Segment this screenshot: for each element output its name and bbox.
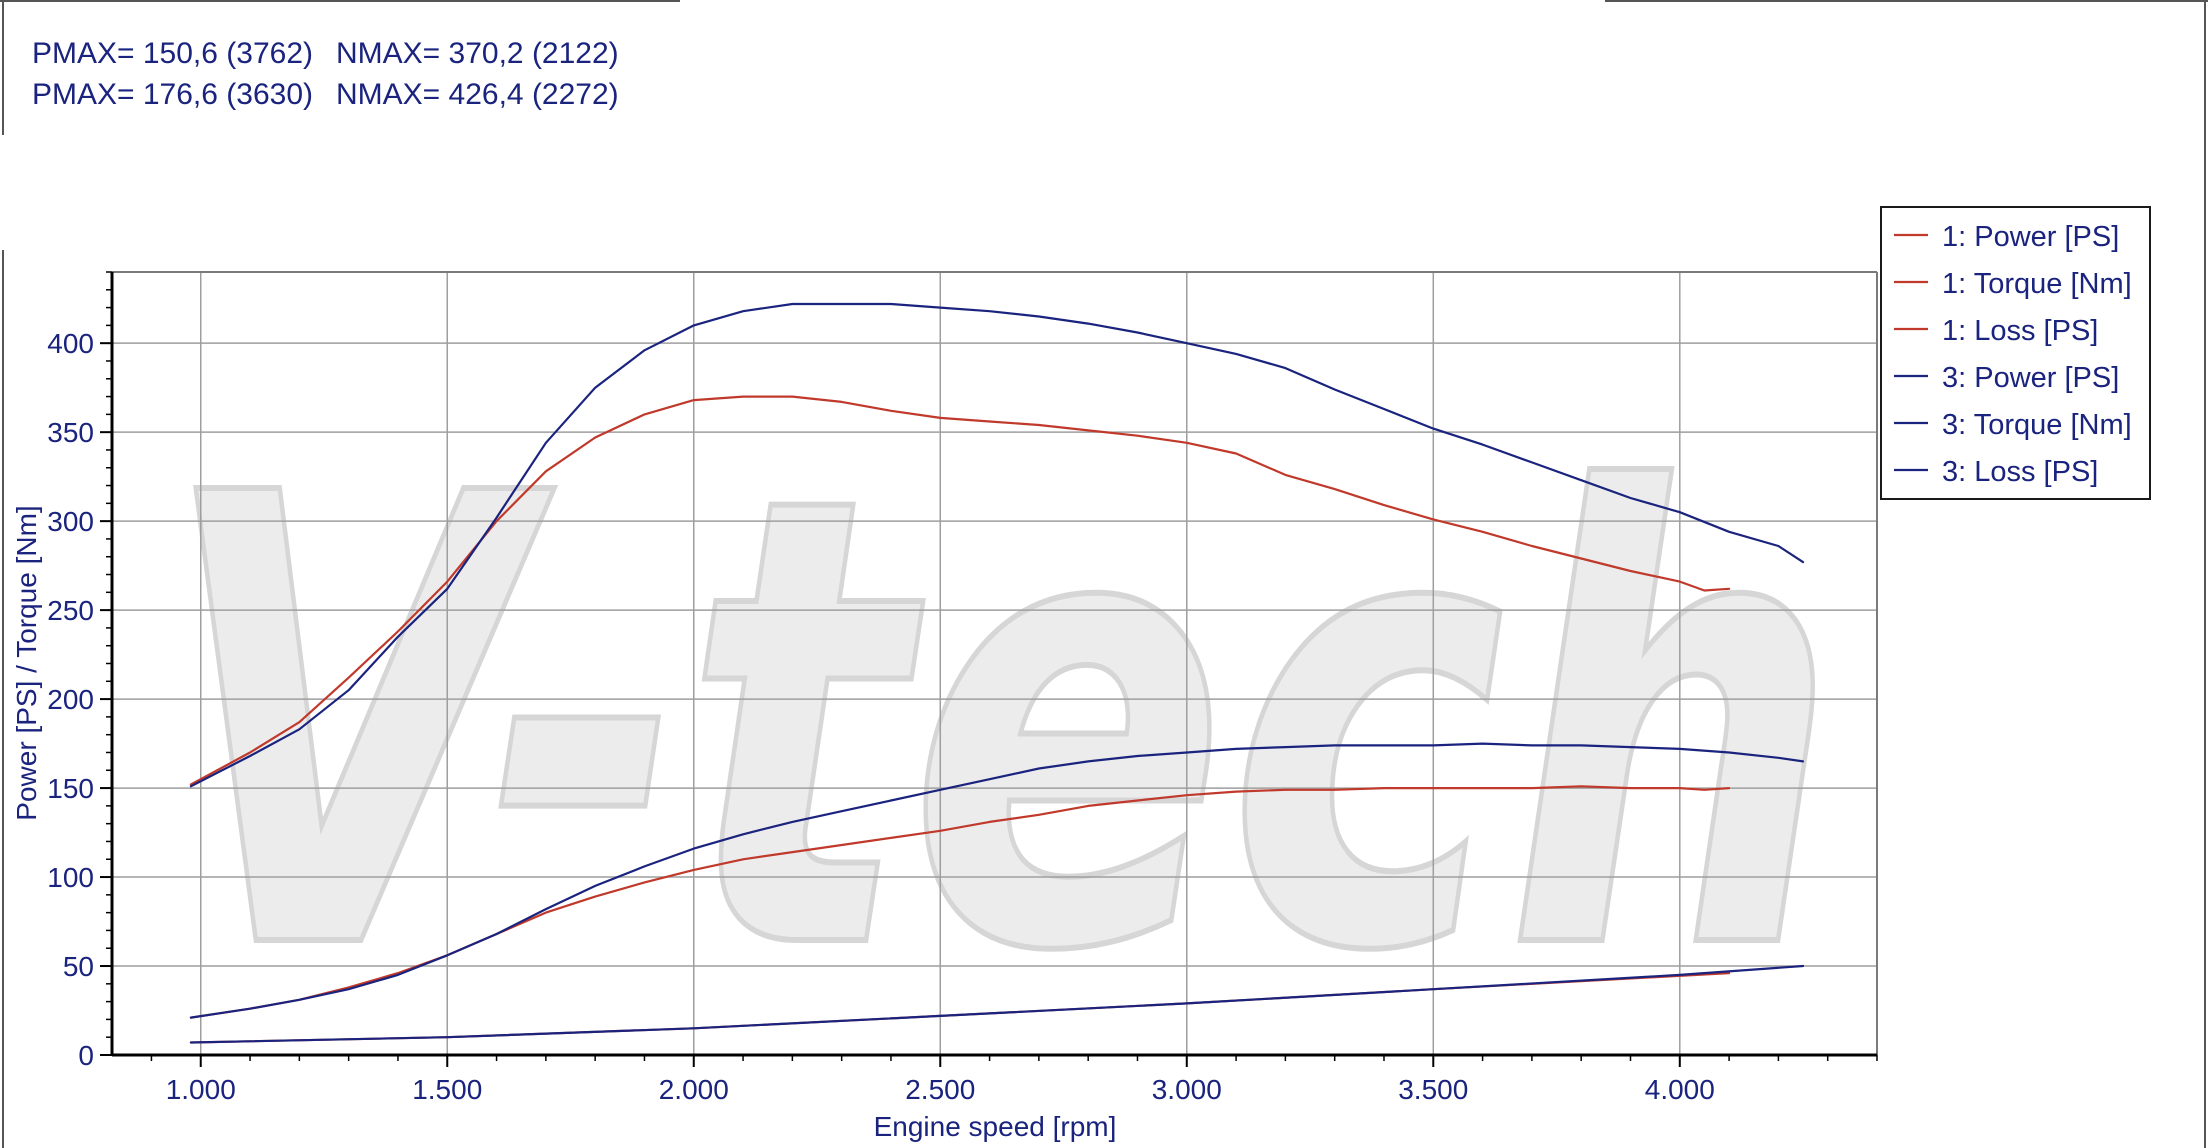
stat-pmax-1: PMAX= 150,6 (3762) [32, 37, 313, 70]
y-tick-label: 400 [47, 328, 94, 359]
legend: 1: Power [PS] 1: Torque [Nm] 1: Loss [PS] 3… [1894, 221, 2132, 488]
y-tick-label: 50 [63, 951, 94, 982]
x-tick-label: 1.500 [412, 1074, 482, 1105]
legend-item-label: 3: Power [PS] [1942, 362, 2119, 394]
watermark-logo: V-tech [160, 366, 1840, 1087]
y-tick-label: 150 [47, 773, 94, 804]
grid [112, 272, 1877, 1055]
y-tick-label: 100 [47, 862, 94, 893]
y-tick-label: 200 [47, 684, 94, 715]
y-tick-label: 300 [47, 506, 94, 537]
legend-item-label: 1: Loss [PS] [1942, 315, 2098, 347]
x-tick-label: 2.500 [905, 1074, 975, 1105]
stat-pmax-2: PMAX= 176,6 (3630) [32, 78, 313, 111]
series-line-4 [189, 742, 1805, 1019]
plot-area [112, 272, 1877, 1055]
stats-header: PMAX= 150,6 (3762) NMAX= 370,2 (2122) PM… [32, 37, 619, 111]
x-tick-label: 2.000 [659, 1074, 729, 1105]
series-line-5 [189, 302, 1805, 788]
x-tick-label: 3.500 [1398, 1074, 1468, 1105]
y-tick-label: 0 [78, 1040, 94, 1071]
stat-nmax-1: NMAX= 370,2 (2122) [336, 37, 619, 70]
x-tick-label: 4.000 [1645, 1074, 1715, 1105]
y-tick-label: 350 [47, 417, 94, 448]
legend-box [1880, 206, 2151, 500]
legend-item-label: 1: Power [PS] [1942, 221, 2119, 253]
legend-item-label: 1: Torque [Nm] [1942, 268, 2132, 300]
series-layer [189, 302, 1805, 1044]
x-tick-label: 1.000 [166, 1074, 236, 1105]
x-axis-ticks: 1.000 1.500 2.000 2.500 3.000 3.500 4.000 [166, 1055, 1715, 1105]
stat-nmax-2: NMAX= 426,4 (2272) [336, 78, 619, 111]
x-axis-label: Engine speed [rpm] [874, 1111, 1117, 1142]
legend-item-label: 3: Loss [PS] [1942, 456, 2098, 488]
y-axis-ticks: 0 50 100 150 200 250 300 350 400 [47, 328, 112, 1071]
series-line-6 [189, 964, 1805, 1044]
y-axis-label: Power [PS] / Torque [Nm] [11, 505, 42, 820]
legend-item-label: 3: Torque [Nm] [1942, 409, 2132, 441]
x-tick-label: 3.000 [1152, 1074, 1222, 1105]
series-line-2 [189, 395, 1731, 786]
y-tick-label: 250 [47, 595, 94, 626]
